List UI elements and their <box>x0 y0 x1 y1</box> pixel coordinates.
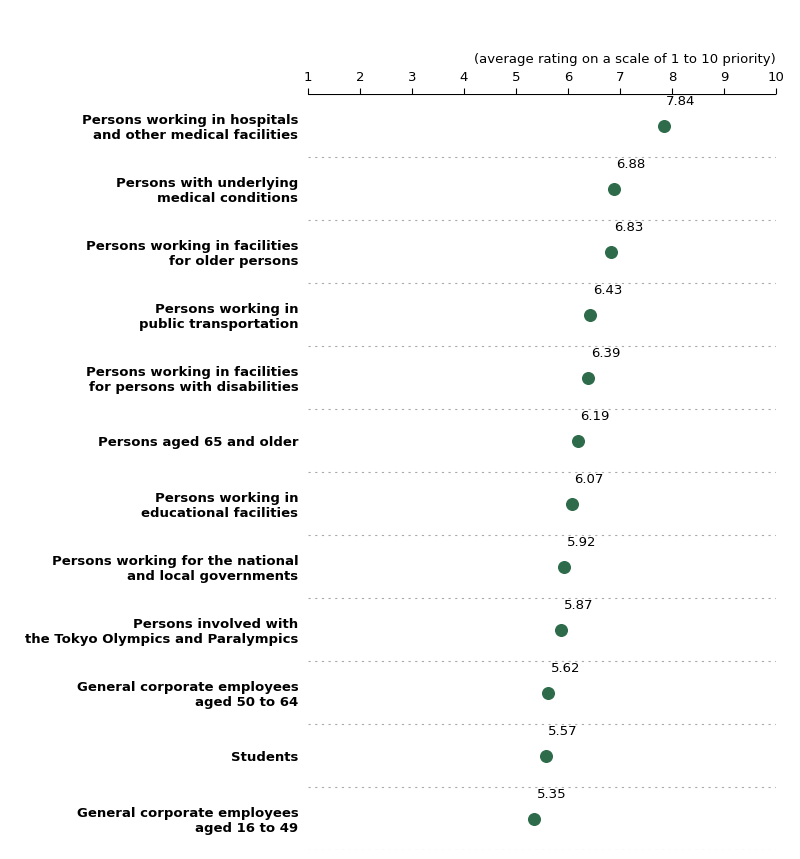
Text: 5.92: 5.92 <box>566 536 596 549</box>
Text: 6.83: 6.83 <box>614 222 643 235</box>
Text: 5.35: 5.35 <box>537 789 566 801</box>
Text: 6.43: 6.43 <box>593 284 622 297</box>
Text: 7.84: 7.84 <box>666 95 696 108</box>
Text: 6.88: 6.88 <box>616 158 646 171</box>
Text: 5.57: 5.57 <box>548 725 578 738</box>
Point <box>558 560 570 574</box>
Point <box>658 119 670 133</box>
Point <box>607 182 620 196</box>
Point <box>584 308 597 322</box>
Text: 6.07: 6.07 <box>574 473 604 486</box>
Text: 6.19: 6.19 <box>581 411 610 423</box>
Point <box>605 245 618 259</box>
Point <box>566 497 578 511</box>
Point <box>571 434 584 448</box>
Point <box>582 371 594 385</box>
Text: 5.62: 5.62 <box>551 662 580 675</box>
Point <box>542 686 554 700</box>
Point <box>555 623 568 637</box>
Point <box>528 812 541 825</box>
Text: 6.39: 6.39 <box>591 347 620 360</box>
X-axis label: (average rating on a scale of 1 to 10 priority): (average rating on a scale of 1 to 10 pr… <box>474 52 776 66</box>
Text: 5.87: 5.87 <box>564 600 594 612</box>
Point <box>539 749 552 763</box>
